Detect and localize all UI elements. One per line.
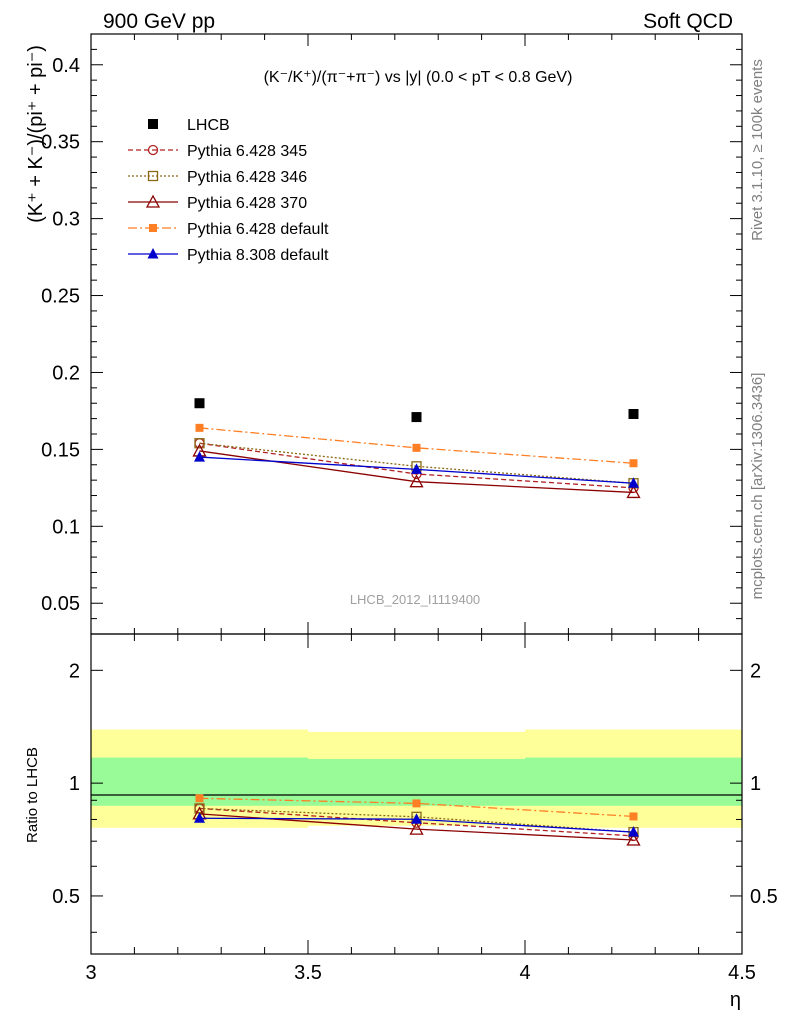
ratio-y-tick-label-right: 2 <box>750 660 761 682</box>
ratio-y-tick-label-right: 0.5 <box>750 886 778 908</box>
main-x-ticks <box>90 34 743 634</box>
ratio-point-p370 <box>409 821 424 835</box>
main-y-tick-label: 0.1 <box>52 516 80 538</box>
main-y-tick-label: 0.35 <box>41 132 80 154</box>
ratio-point-p6def <box>629 812 638 821</box>
main-series <box>192 398 641 499</box>
analysis-watermark: LHCB_2012_I1119400 <box>350 592 480 607</box>
legend-marker-p370 <box>145 194 161 208</box>
rivet-note: Rivet 3.1.10, ≥ 100k events <box>749 59 766 241</box>
data-point-p370 <box>409 474 424 488</box>
ratio-frame <box>90 633 743 955</box>
ratio-bands <box>91 729 742 828</box>
data-point-lhcb <box>411 412 422 423</box>
header-left: 900 GeV pp <box>103 10 215 33</box>
legend-label-lhcb: LHCB <box>187 117 230 134</box>
series-line-p345 <box>199 442 634 489</box>
main-y-tick-label: 0.2 <box>52 362 80 384</box>
ratio-point-p6def <box>412 799 421 808</box>
series-line-p346 <box>199 442 634 484</box>
ratio-series <box>192 794 641 846</box>
x-tick-label: 4.5 <box>728 962 756 984</box>
main-y-tick-label: 0.4 <box>52 55 80 77</box>
ratio-point-p370 <box>626 832 641 846</box>
ratio-point-p8def <box>628 826 639 837</box>
ratio-point-p8def <box>194 812 205 823</box>
main-y-tick-label: 0.05 <box>41 593 80 615</box>
ratio-y-tick-label-left: 2 <box>69 660 80 682</box>
header-right: Soft QCD <box>643 10 733 33</box>
ratio-y-tick-label-left: 1 <box>69 773 80 795</box>
data-point-p8def <box>411 463 422 474</box>
data-point-lhcb <box>194 398 205 409</box>
data-point-p346 <box>194 438 205 449</box>
data-point-lhcb <box>628 409 639 419</box>
main-y-tick-label: 0.3 <box>52 209 80 231</box>
legend-marker-lhcb <box>148 119 158 129</box>
data-point-p6def <box>629 459 638 468</box>
ratio-x-ticks: 3 3.5 4 4.5 <box>85 634 756 984</box>
legend-label-p8def: Pythia 8.308 default <box>187 247 329 264</box>
legend-marker-p6def <box>149 224 157 232</box>
legend: LHCB Pythia 6.428 345 Pythia 6.428 346 Pyth… <box>128 117 329 264</box>
x-tick-label: 3 <box>85 962 96 984</box>
legend-label-p346: Pythia 6.428 346 <box>187 169 307 186</box>
main-y-ticks: 0.05 0.1 0.15 0.2 0.25 0.3 0.35 0.4 <box>41 33 742 635</box>
main-panel: (K⁻/K⁺)/(π⁻+π⁻) vs |y| (0.0 < pT < 0.8 G… <box>25 33 743 635</box>
data-point-p8def <box>628 477 639 488</box>
legend-label-p345: Pythia 6.428 345 <box>187 143 307 160</box>
mcplots-note: mcplots.cern.ch [arXiv:1306.3436] <box>749 373 766 600</box>
legend-marker-p8def <box>147 248 159 259</box>
main-title: (K⁻/K⁺)/(π⁻+π⁻) vs |y| (0.0 < pT < 0.8 G… <box>264 69 573 86</box>
legend-label-p370: Pythia 6.428 370 <box>187 195 307 212</box>
legend-marker-p346 <box>147 170 159 182</box>
main-y-label: (K⁺ + K⁻)/(pi⁺ + pi⁻) <box>25 45 47 223</box>
data-point-p8def <box>194 451 205 462</box>
data-point-p370 <box>626 485 641 499</box>
data-point-p6def <box>412 443 421 452</box>
x-axis-label: η <box>730 989 741 1011</box>
ratio-y-tick-label-right: 1 <box>750 773 761 795</box>
ratio-point-p8def <box>411 813 422 824</box>
legend-label-p6def: Pythia 6.428 default <box>187 221 329 238</box>
ratio-panel: Ratio to LHCB 0.5 0.5 1 1 2 2 3 3.5 4 4.5 η <box>24 633 778 1011</box>
uncertainty-band-inner <box>525 757 742 806</box>
ratio-y-label: Ratio to LHCB <box>24 747 41 843</box>
ratio-y-tick-label-left: 0.5 <box>52 886 80 908</box>
main-y-tick-label: 0.25 <box>41 286 80 308</box>
data-point-p6def <box>195 423 204 432</box>
uncertainty-band-inner <box>308 758 525 806</box>
x-tick-label: 4 <box>519 962 530 984</box>
ratio-point-p6def <box>195 794 204 803</box>
ratio-y-ticks: 0.5 0.5 1 1 2 2 <box>52 660 778 933</box>
main-y-tick-label: 0.15 <box>41 439 80 461</box>
x-tick-label: 3.5 <box>294 962 322 984</box>
legend-marker-p345 <box>147 144 159 156</box>
